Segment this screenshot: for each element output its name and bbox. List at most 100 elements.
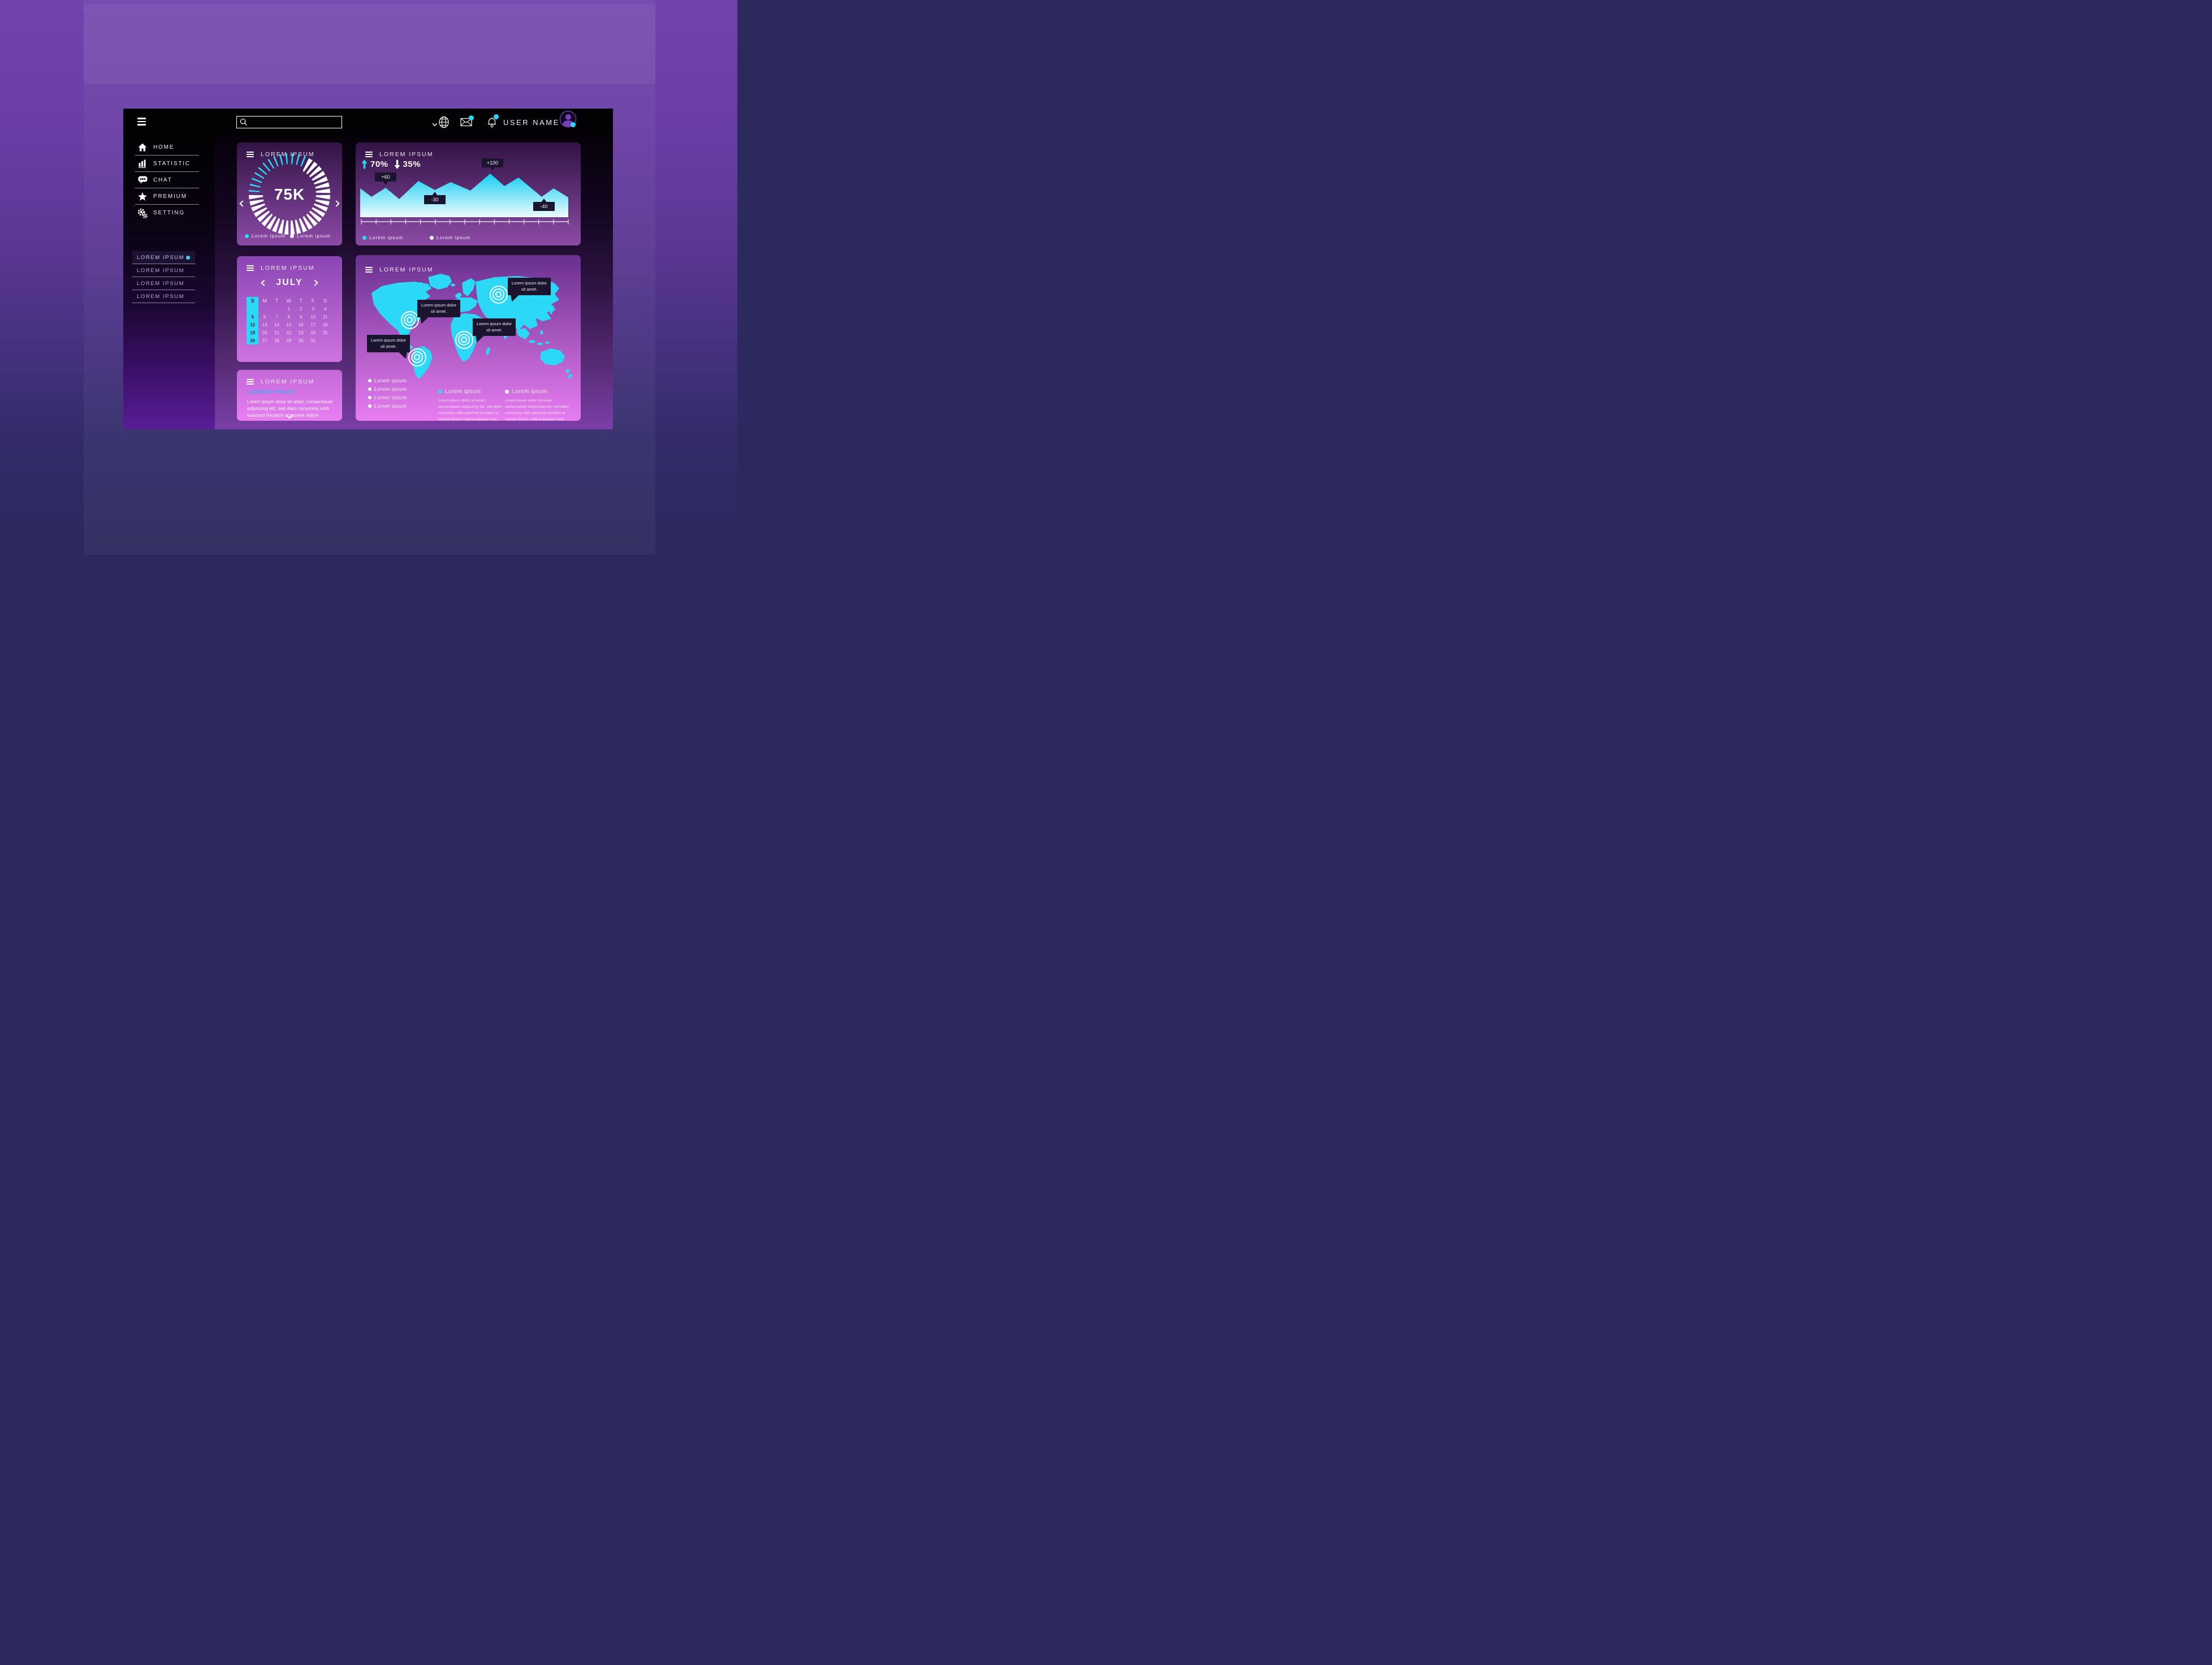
- calendar-day-cell[interactable]: 3: [312, 306, 314, 312]
- map-marker[interactable]: [401, 311, 419, 329]
- mail-icon[interactable]: [460, 115, 474, 130]
- calendar-day-cell[interactable]: 24: [310, 330, 316, 335]
- calendar-day-cell[interactable]: 5: [247, 313, 259, 321]
- home-icon: [137, 143, 148, 152]
- calendar-day-cell: [319, 337, 331, 344]
- calendar-day-cell[interactable]: 10: [310, 314, 316, 320]
- area-chart: +60 -30 +100 -40: [360, 153, 569, 229]
- card-note: LOREM IPSUM LOREM IPSUM Lorem ipsum dolo…: [237, 370, 342, 421]
- calendar-day-cell[interactable]: 27: [262, 338, 267, 343]
- calendar-day-cell: [271, 305, 283, 313]
- list-item[interactable]: Lorem ipsum: [368, 385, 407, 393]
- sidebar-link[interactable]: LOREM IPSUM: [132, 251, 195, 264]
- mail-notification-badge: [469, 115, 474, 120]
- bell-icon[interactable]: [486, 114, 499, 132]
- calendar-day-cell[interactable]: 13: [262, 322, 267, 327]
- calendar-day-cell[interactable]: 9: [300, 314, 303, 320]
- calendar-day-cell[interactable]: 6: [263, 314, 266, 320]
- calendar-day-cell[interactable]: 1: [287, 306, 291, 312]
- calendar-day-cell[interactable]: 19: [247, 329, 259, 337]
- map-tooltip: Lorem ipsum dolor sit amet.: [473, 318, 516, 336]
- map-marker[interactable]: [408, 348, 426, 366]
- chart-annotation: +60: [375, 172, 396, 182]
- calendar-day-cell[interactable]: 31: [310, 338, 316, 343]
- card-title: LOREM IPSUM: [379, 151, 434, 158]
- gauge-next-button[interactable]: [333, 200, 340, 207]
- calendar-day-cell[interactable]: 7: [275, 314, 278, 320]
- search-box[interactable]: [236, 116, 342, 128]
- note-subtitle: LOREM IPSUM: [247, 389, 295, 395]
- calendar-day-cell[interactable]: 14: [274, 322, 279, 327]
- chart-annotation: -40: [533, 202, 555, 211]
- bell-notification-badge: [494, 114, 499, 119]
- chat-icon: [137, 176, 148, 184]
- calendar-day-cell[interactable]: 2: [300, 306, 303, 312]
- chevron-down-icon[interactable]: [432, 120, 438, 130]
- card-menu-icon[interactable]: [247, 152, 254, 157]
- calendar-month-label: JULY: [276, 278, 303, 287]
- calendar-day-cell[interactable]: 25: [322, 330, 328, 335]
- sidebar: HOME STATISTIC CHAT: [123, 136, 215, 429]
- calendar-day-cell[interactable]: 11: [322, 314, 328, 320]
- card-menu-icon[interactable]: [247, 265, 254, 271]
- calendar-day-cell[interactable]: 16: [298, 322, 304, 327]
- sidebar-item-premium[interactable]: PREMIUM: [123, 188, 215, 205]
- up-percent: 70%: [370, 159, 388, 169]
- top-bar: USER NAME: [123, 109, 613, 136]
- calendar-day-header: S: [247, 297, 259, 305]
- list-item[interactable]: Lorem ipsum: [368, 376, 407, 385]
- calendar-day-cell[interactable]: 23: [298, 330, 304, 335]
- calendar-day-cell[interactable]: 12: [247, 321, 259, 329]
- calendar-day-header: T: [275, 298, 279, 304]
- sidebar-link[interactable]: LOREM IPSUM: [132, 290, 195, 303]
- list-item[interactable]: Lorem ipsum: [368, 393, 407, 402]
- gauge-prev-button[interactable]: [239, 200, 246, 207]
- map-tooltip: Lorem ipsum dolor sit amet.: [508, 278, 551, 295]
- calendar-day-cell[interactable]: 15: [286, 322, 292, 327]
- sidebar-item-statistic[interactable]: STATISTIC: [123, 156, 215, 172]
- gauge-chart: [249, 153, 330, 235]
- sidebar-item-setting[interactable]: SETTING: [123, 205, 215, 221]
- sidebar-item-chat[interactable]: CHAT: [123, 172, 215, 188]
- map-marker[interactable]: [455, 331, 473, 349]
- gear-icon: [137, 208, 148, 218]
- calendar-day-cell[interactable]: 30: [298, 338, 304, 343]
- legend-item: Lorem ipsum: [362, 235, 403, 240]
- calendar-prev-button[interactable]: [261, 279, 267, 286]
- calendar-nav: JULY: [237, 278, 342, 288]
- card-menu-icon[interactable]: [365, 267, 373, 273]
- chart-annotation: -30: [424, 195, 446, 204]
- calendar-day-cell[interactable]: 8: [287, 314, 291, 320]
- card-title: LOREM IPSUM: [261, 265, 315, 271]
- calendar-day-cell[interactable]: 22: [286, 330, 292, 335]
- calendar-day-cell: [247, 305, 259, 313]
- calendar-day-cell[interactable]: 28: [274, 338, 279, 343]
- chart-annotation: +100: [482, 158, 503, 167]
- card-menu-icon[interactable]: [365, 152, 373, 157]
- calendar-day-cell[interactable]: 29: [286, 338, 292, 343]
- calendar-day-cell[interactable]: 4: [323, 306, 327, 312]
- up-arrow-icon: [361, 159, 368, 169]
- globe-icon[interactable]: [438, 115, 450, 132]
- sidebar-link[interactable]: LOREM IPSUM: [132, 277, 195, 290]
- down-arrow-icon: [394, 159, 400, 169]
- calendar-day-cell[interactable]: 21: [274, 330, 279, 335]
- calendar-day-cell[interactable]: 17: [310, 322, 316, 327]
- sidebar-item-home[interactable]: HOME: [123, 139, 215, 156]
- menu-hamburger-icon[interactable]: [137, 118, 146, 126]
- star-icon: [137, 192, 148, 201]
- calendar-day-cell[interactable]: 20: [262, 330, 267, 335]
- search-input[interactable]: [250, 118, 339, 126]
- calendar-day-cell[interactable]: 26: [247, 337, 259, 344]
- map-marker[interactable]: [490, 286, 508, 304]
- legend-item: Lorem ipsum: [430, 235, 470, 240]
- legend-item: Lorem ipsum: [290, 233, 331, 239]
- card-gauge: LOREM IPSUM 75K Lorem ipsum Lorem ipsum: [237, 143, 342, 245]
- list-item[interactable]: Lorem ipsum: [368, 402, 407, 410]
- card-menu-icon[interactable]: [247, 379, 254, 385]
- calendar-next-button[interactable]: [312, 279, 318, 286]
- map-legend: Lorem ipsum Lorem ipsum dolor sit amet, …: [438, 389, 502, 421]
- calendar-day-cell[interactable]: 18: [322, 322, 328, 327]
- card-trend: LOREM IPSUM 70% 35% +60 -30 +100 -40 Lorem …: [356, 143, 581, 245]
- sidebar-link[interactable]: LOREM IPSUM: [132, 264, 195, 277]
